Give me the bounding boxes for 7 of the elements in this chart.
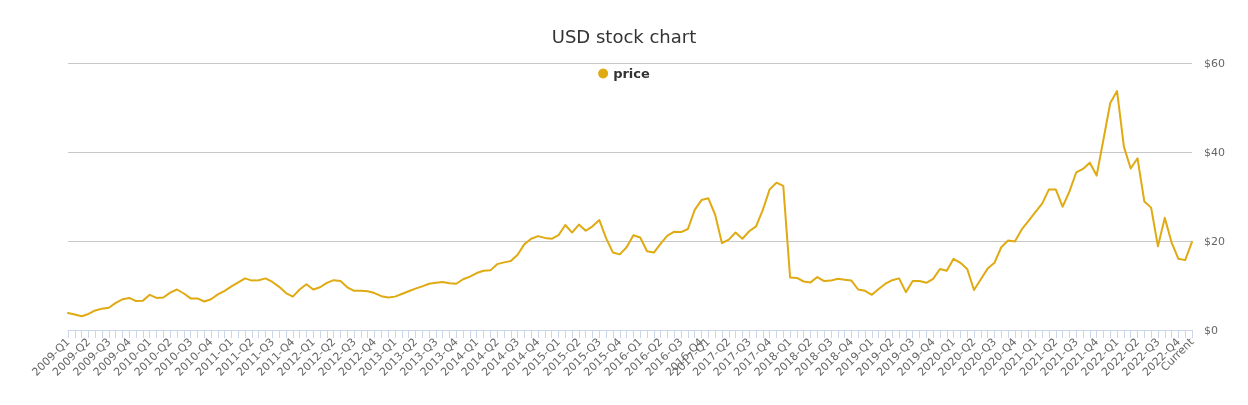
y-tick-label: $40 xyxy=(1204,145,1225,159)
legend-label: price xyxy=(613,66,651,81)
y-tick-label: $0 xyxy=(1204,323,1218,337)
y-tick-label: $60 xyxy=(1204,56,1225,70)
y-tick-label: $20 xyxy=(1204,234,1225,248)
line-series xyxy=(67,90,1193,318)
chart-title: USD stock chart xyxy=(551,25,697,47)
